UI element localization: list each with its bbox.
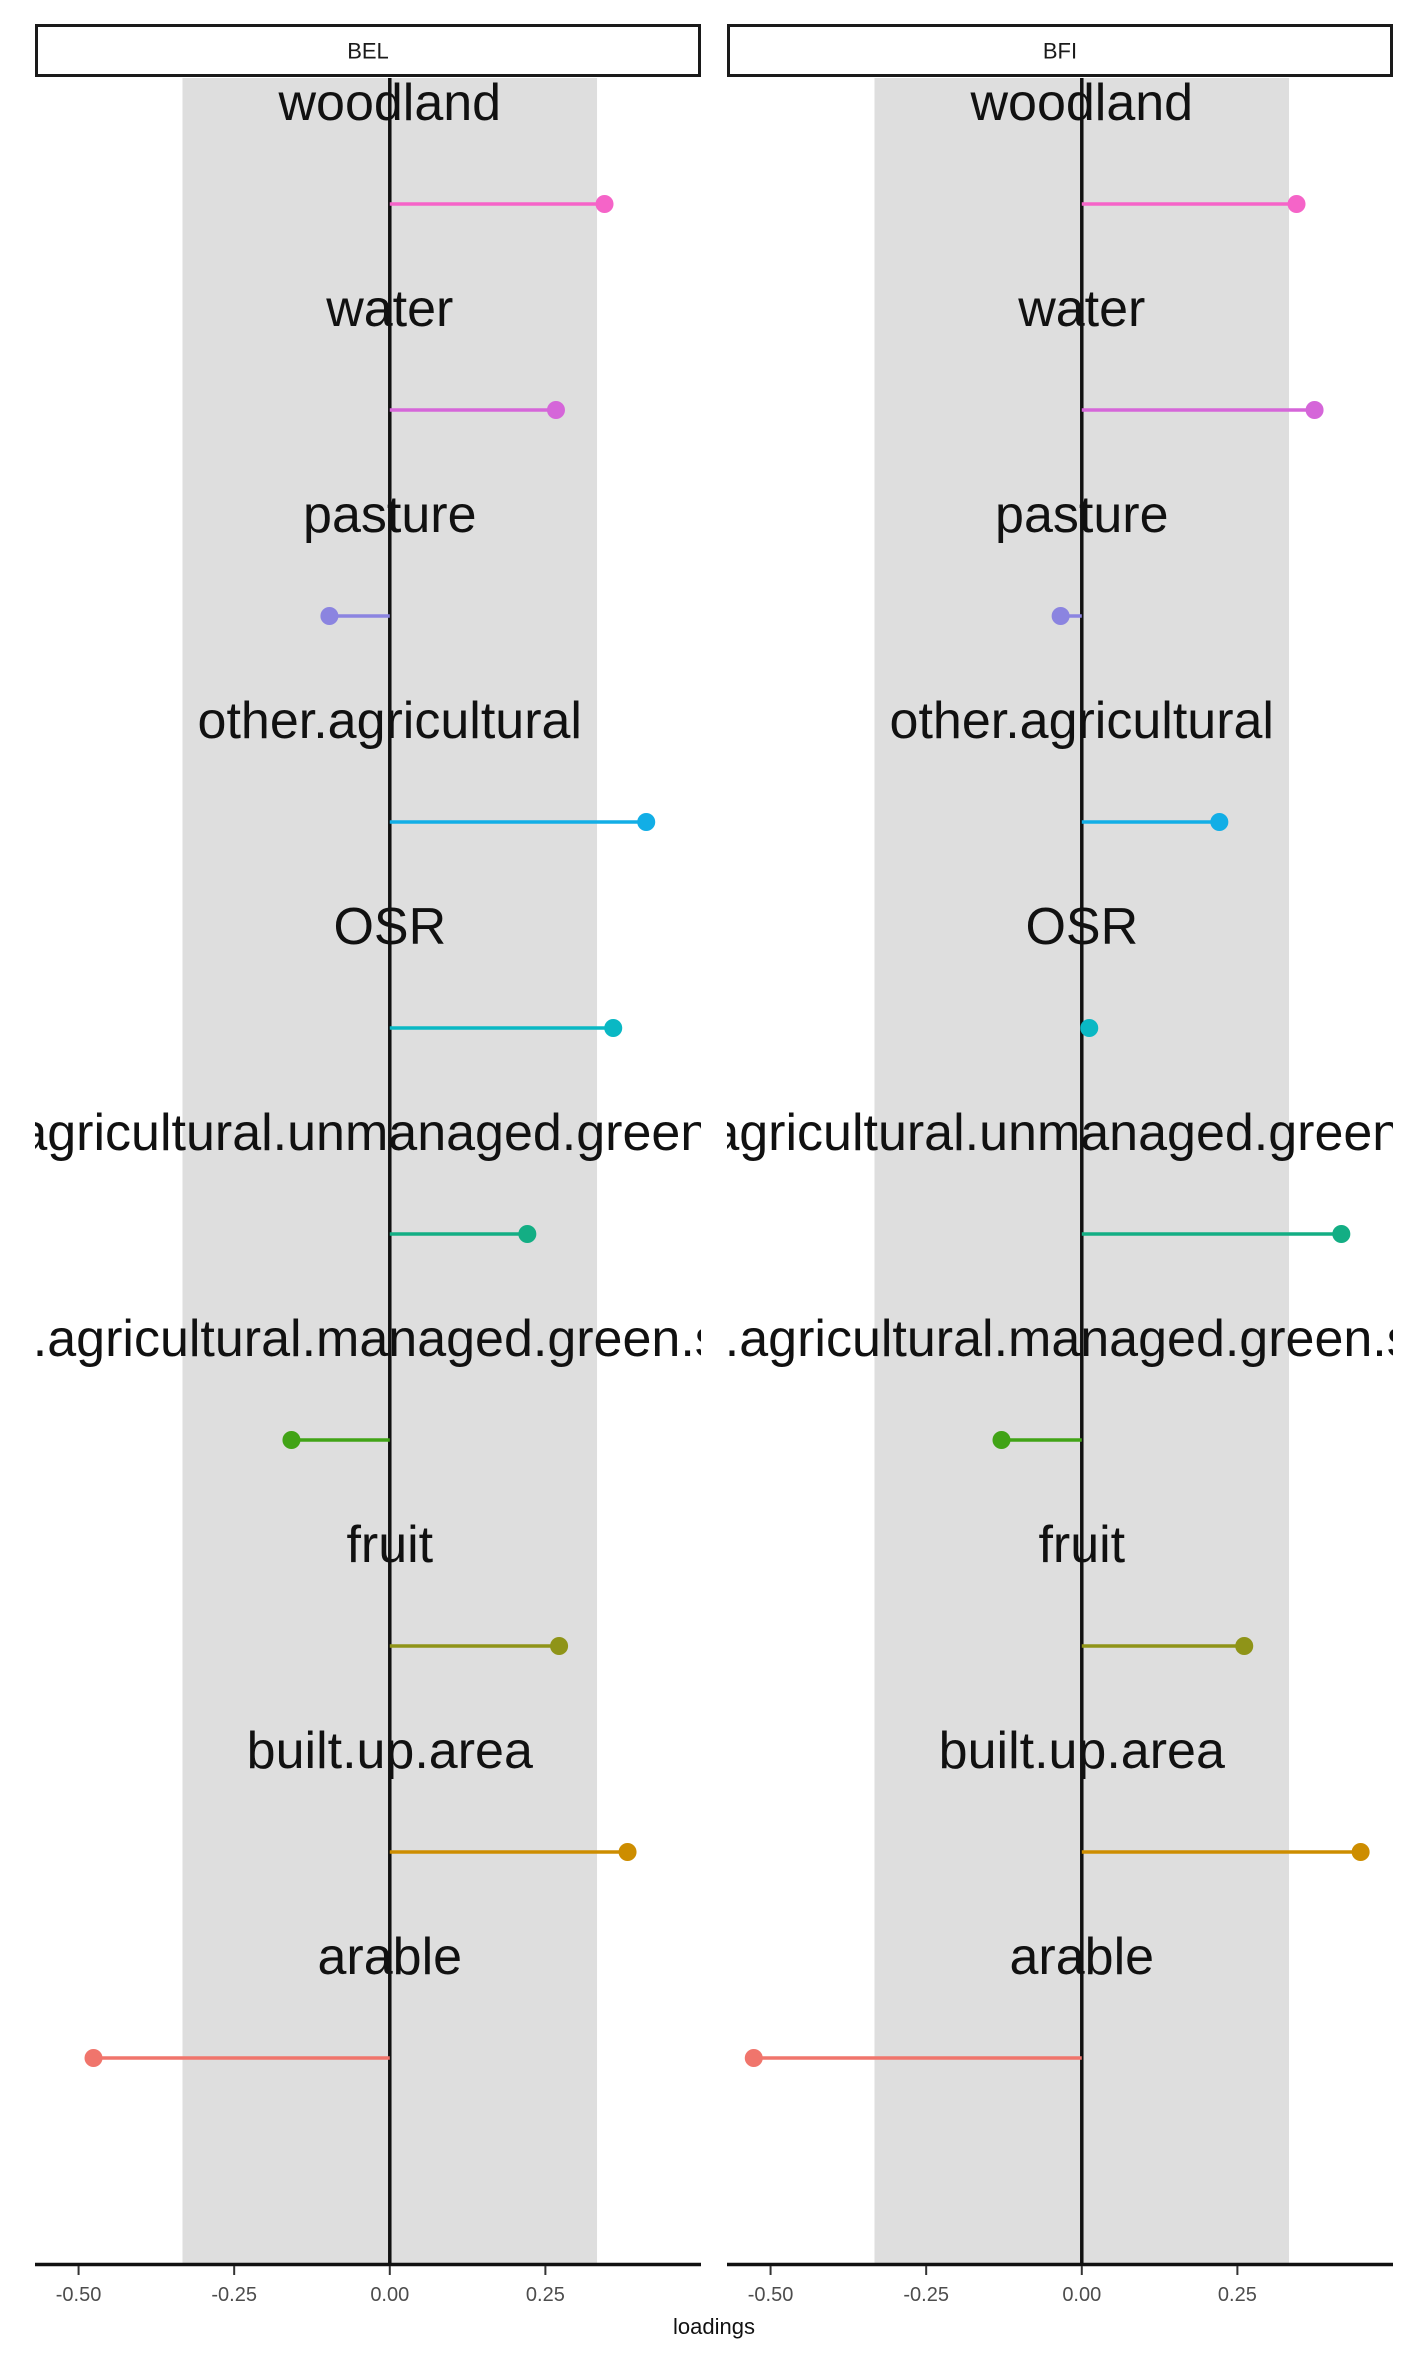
category-label: non.agricultural.managed.green.space — [638, 1310, 1417, 1368]
lollipop-point — [84, 2049, 103, 2067]
lollipop-point — [1305, 401, 1324, 419]
series-marks — [744, 195, 1370, 2067]
x-tick-label: -0.25 — [211, 2284, 257, 2306]
x-tick-label: 0.00 — [370, 2284, 409, 2306]
lollipop-point — [744, 2049, 763, 2067]
lollipop-point — [1287, 195, 1306, 213]
category-label: non.agricultural.managed.green.space — [0, 1310, 834, 1368]
facet-strip — [35, 24, 701, 77]
category-label: non.agricultural.unmanaged.green.space — [609, 1104, 1417, 1162]
lollipop-point — [518, 1225, 537, 1243]
facet-strip-label: BFI — [1043, 39, 1077, 64]
x-axis-title: loadings — [673, 2314, 755, 2339]
x-tick-label: 0.25 — [526, 2284, 565, 2306]
lollipop-point — [282, 1431, 301, 1449]
x-tick-label: 0.00 — [1062, 2284, 1101, 2306]
lollipop-point — [637, 813, 656, 831]
lollipop-point — [1051, 607, 1070, 625]
lollipop-point — [618, 1843, 637, 1861]
lollipop-point — [604, 1019, 623, 1037]
x-axis-ticks: -0.50 -0.25 0.00 0.25 — [748, 2266, 1257, 2306]
x-axis-ticks: -0.50 -0.25 0.00 0.25 — [56, 2266, 565, 2306]
panel-bel: BEL woodlandwaterpastureother.agricultura… — [0, 24, 862, 2306]
lollipop-point — [550, 1637, 569, 1655]
lollipop-point — [1235, 1637, 1254, 1655]
lollipop-point — [595, 195, 614, 213]
category-label: non.agricultural.unmanaged.green.space — [0, 1104, 862, 1162]
lollipop-point — [546, 401, 565, 419]
panels-layer: BEL woodlandwaterpastureother.agricultura… — [0, 24, 1417, 2306]
plot-area: woodlandwaterpastureother.agriculturalOS… — [609, 78, 1417, 2263]
x-tick-label: -0.50 — [748, 2284, 794, 2306]
lollipop-point — [1351, 1843, 1370, 1861]
series-marks — [84, 195, 656, 2067]
plot-area: woodlandwaterpastureother.agriculturalOS… — [0, 78, 862, 2263]
panel-bfi: BFI woodlandwaterpastureother.agricultura… — [609, 24, 1417, 2306]
lollipop-point — [1210, 813, 1229, 831]
x-tick-label: -0.25 — [903, 2284, 949, 2306]
lollipop-point — [992, 1431, 1011, 1449]
facet-strip-label: BEL — [347, 39, 389, 64]
x-tick-label: 0.25 — [1218, 2284, 1257, 2306]
lollipop-point — [1332, 1225, 1351, 1243]
facet-strip — [727, 24, 1393, 77]
lollipop-point — [1080, 1019, 1099, 1037]
x-tick-label: -0.50 — [56, 2284, 102, 2306]
lollipop-point — [320, 607, 339, 625]
